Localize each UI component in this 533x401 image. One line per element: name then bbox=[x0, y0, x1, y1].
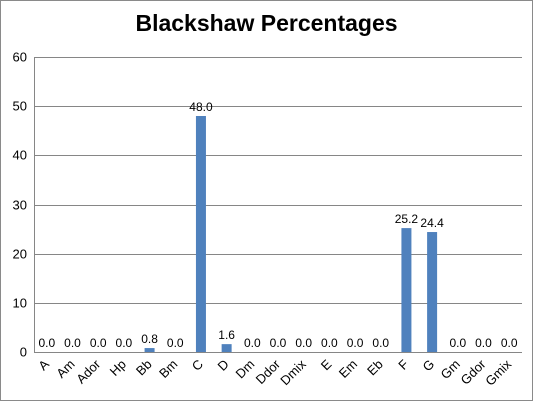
chart-title: Blackshaw Percentages bbox=[135, 10, 398, 36]
y-tick-label: 0 bbox=[20, 345, 27, 360]
x-tick-label: F bbox=[395, 356, 411, 372]
x-tick-label: Ador bbox=[73, 356, 103, 386]
x-tick-label: C bbox=[189, 357, 206, 374]
x-tick-label: Dmix bbox=[277, 356, 309, 388]
y-tick-label: 40 bbox=[13, 148, 27, 163]
y-tick-label: 30 bbox=[13, 198, 27, 213]
data-label: 24.4 bbox=[420, 216, 444, 230]
x-tick-label: E bbox=[318, 356, 335, 373]
y-tick-label: 50 bbox=[13, 99, 27, 114]
data-label: 0.0 bbox=[64, 336, 81, 350]
x-tick-label: Bb bbox=[133, 357, 155, 379]
data-label: 0.8 bbox=[141, 332, 158, 346]
x-tick-label: Gmix bbox=[482, 356, 514, 388]
data-label: 0.0 bbox=[244, 336, 261, 350]
data-label: 0.0 bbox=[372, 336, 389, 350]
bar-f bbox=[401, 228, 412, 352]
data-label: 0.0 bbox=[347, 336, 364, 350]
data-label: 0.0 bbox=[449, 336, 466, 350]
x-tick-label: A bbox=[35, 356, 52, 373]
data-label: 25.2 bbox=[395, 212, 419, 226]
bar-d bbox=[221, 344, 232, 352]
x-tick-label: Hp bbox=[107, 357, 129, 379]
y-tick-label: 20 bbox=[13, 247, 27, 262]
bar-c bbox=[195, 116, 206, 352]
x-tick-label: G bbox=[419, 357, 437, 375]
data-label: 0.0 bbox=[270, 336, 287, 350]
y-tick-label: 10 bbox=[13, 296, 27, 311]
x-tick-label: Bm bbox=[156, 357, 180, 381]
data-label: 1.6 bbox=[218, 328, 235, 342]
data-label: 0.0 bbox=[116, 336, 133, 350]
x-tick-label: Gdor bbox=[458, 356, 490, 388]
y-tick-label: 60 bbox=[13, 50, 27, 65]
bar-g bbox=[427, 232, 438, 352]
x-tick-label: Eb bbox=[364, 357, 386, 379]
data-label: 0.0 bbox=[295, 336, 312, 350]
data-label: 0.0 bbox=[501, 336, 518, 350]
x-tick-label: Em bbox=[336, 357, 360, 381]
data-label: 0.0 bbox=[167, 336, 184, 350]
x-tick-label: D bbox=[215, 357, 232, 374]
data-label: 48.0 bbox=[189, 100, 213, 114]
data-label: 0.0 bbox=[38, 336, 55, 350]
data-label: 0.0 bbox=[90, 336, 107, 350]
x-tick-label: Ddor bbox=[253, 356, 284, 387]
data-label: 0.0 bbox=[475, 336, 492, 350]
data-label: 0.0 bbox=[321, 336, 338, 350]
bar-bb bbox=[144, 348, 155, 352]
